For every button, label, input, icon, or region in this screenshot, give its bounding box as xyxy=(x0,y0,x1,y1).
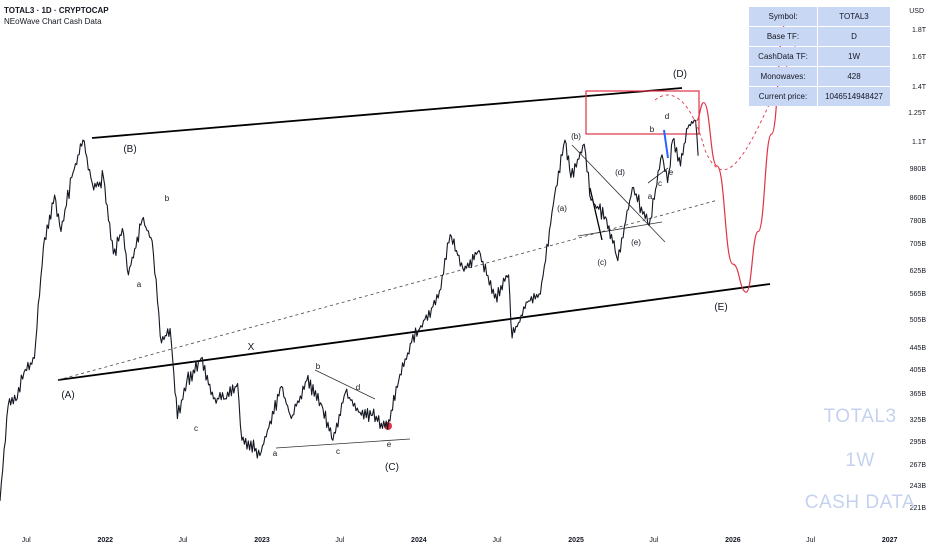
time-tick-label: Jul xyxy=(806,537,816,544)
price-tick-label: 625B xyxy=(909,268,926,276)
price-tick-label: 980B xyxy=(909,165,926,173)
table-key: Current price: xyxy=(749,87,817,106)
watermark-symbol: TOTAL3 xyxy=(823,406,897,427)
table-row: Symbol: TOTAL3 xyxy=(749,7,890,26)
watermark-timeframe: 1W xyxy=(845,450,875,471)
price-tick-label: 1.8T xyxy=(911,27,926,34)
table-key: CashData TF: xyxy=(749,47,817,66)
currency-label: USD xyxy=(909,8,924,15)
wave-label: (A) xyxy=(61,390,74,401)
price-tick-label: 295B xyxy=(909,439,926,447)
table-key: Base TF: xyxy=(749,27,817,46)
wave-label: e xyxy=(387,440,392,449)
wave-label: d xyxy=(356,383,360,392)
wave-label: e xyxy=(669,168,674,177)
price-tick-label: 445B xyxy=(909,345,926,353)
cash-data-table: Symbol: TOTAL3 Base TF: D CashData TF: 1… xyxy=(748,6,891,107)
wave-label: a xyxy=(137,280,142,289)
table-row: Monowaves: 428 xyxy=(749,67,890,86)
price-tick-label: 860B xyxy=(909,195,926,203)
triangle-lower-line xyxy=(275,438,411,449)
table-row: CashData TF: 1W xyxy=(749,47,890,66)
wave-label: X xyxy=(248,342,255,353)
price-tick-label: 1.1T xyxy=(911,139,926,147)
wave-label: c xyxy=(658,179,662,188)
price-tick-label: 267B xyxy=(909,461,926,469)
watermark-cash-data: CASH DATA xyxy=(804,492,916,513)
wave-label: (d) xyxy=(615,168,625,177)
price-tick-label: 505B xyxy=(909,316,926,324)
lower-channel-line xyxy=(57,283,771,381)
time-axis[interactable]: Jul 2022 Jul 2023 Jul 2024 Jul 2025 Jul 2026 Jul 20… xyxy=(0,530,932,550)
wave-label: b xyxy=(165,194,170,203)
time-tick-label: 2022 xyxy=(97,537,114,544)
table-value: D xyxy=(818,27,890,46)
wave-label: (e) xyxy=(631,238,641,247)
table-value: 1W xyxy=(818,47,890,66)
target-zone-box xyxy=(585,90,700,135)
wave-label: (c) xyxy=(597,258,607,267)
wave-label: a xyxy=(273,449,278,458)
price-tick-label: 565B xyxy=(909,291,926,299)
time-tick-label: 2023 xyxy=(254,537,270,544)
price-tick-label: 221B xyxy=(909,505,926,512)
wave-label: (C) xyxy=(385,462,399,473)
chart-header: TOTAL3 · 1D · CRYPTOCAP NEoWave Chart Ca… xyxy=(4,5,109,27)
wave-label: b xyxy=(650,125,655,134)
wave-label: d xyxy=(665,112,669,121)
wave-label: b xyxy=(316,362,321,371)
table-row: Base TF: D xyxy=(749,27,890,46)
price-tick-label: 705B xyxy=(909,240,926,248)
time-tick-label: 2024 xyxy=(411,537,427,544)
table-value: 1046514948427 xyxy=(818,87,890,106)
wave-label: c xyxy=(194,424,198,433)
price-tick-label: 1.6T xyxy=(911,53,926,61)
wave-c-leg xyxy=(589,187,603,241)
symbol-title: TOTAL3 · 1D · CRYPTOCAP xyxy=(4,6,109,15)
price-tick-label: 1.25T xyxy=(908,110,926,118)
time-tick-label: Jul xyxy=(335,537,345,544)
upper-channel-line xyxy=(91,87,683,139)
wave-label: (B) xyxy=(123,144,136,155)
table-value: 428 xyxy=(818,67,890,86)
price-tick-label: 365B xyxy=(909,390,926,398)
time-tick-label: Jul xyxy=(649,537,659,544)
wave-label: (a) xyxy=(557,204,567,213)
time-tick-label: 2027 xyxy=(881,537,898,544)
time-tick-label: Jul xyxy=(492,537,502,544)
price-tick-label: 325B xyxy=(909,417,926,425)
table-value: TOTAL3 xyxy=(818,7,890,26)
wave-label: c xyxy=(336,447,340,456)
indicator-name: NEoWave Chart Cash Data xyxy=(4,17,102,26)
time-tick-label: 2025 xyxy=(568,537,584,544)
price-scale[interactable]: USD 1.8T 1.6T 1.4T 1.25T 1.1T 980B 860B 780B 705… xyxy=(902,0,932,530)
table-key: Monowaves: xyxy=(749,67,817,86)
price-tick-label: 243B xyxy=(909,483,926,491)
price-tick-label: 405B xyxy=(909,366,926,374)
wave-label: (D) xyxy=(673,69,687,80)
wave-label: (E) xyxy=(714,302,727,313)
table-key: Symbol: xyxy=(749,7,817,26)
time-tick-label: 2026 xyxy=(725,537,741,544)
price-tick-label: 1.4T xyxy=(911,84,926,92)
triangle-upper-line xyxy=(314,369,376,400)
price-line xyxy=(0,119,699,501)
projection-path xyxy=(696,25,785,293)
time-tick-label: Jul xyxy=(178,537,188,544)
wave-label: a xyxy=(648,192,653,201)
table-row: Current price: 1046514948427 xyxy=(749,87,890,106)
wave-highlight-segment xyxy=(663,129,669,159)
midline-dashed xyxy=(57,199,719,381)
price-tick-label: 780B xyxy=(909,217,926,225)
time-tick-label: Jul xyxy=(21,537,31,544)
wave-label: (b) xyxy=(571,132,581,141)
